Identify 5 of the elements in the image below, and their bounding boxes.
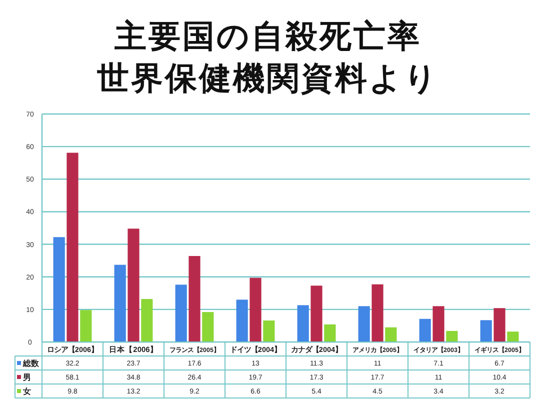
subtitle: 世界保健機関資料より [97, 60, 439, 96]
legend-label: 女 [23, 387, 31, 396]
title: 主要国の自殺死亡率 [114, 18, 422, 54]
legend-label: 総数 [23, 359, 39, 368]
legend-label: 男 [23, 373, 31, 382]
